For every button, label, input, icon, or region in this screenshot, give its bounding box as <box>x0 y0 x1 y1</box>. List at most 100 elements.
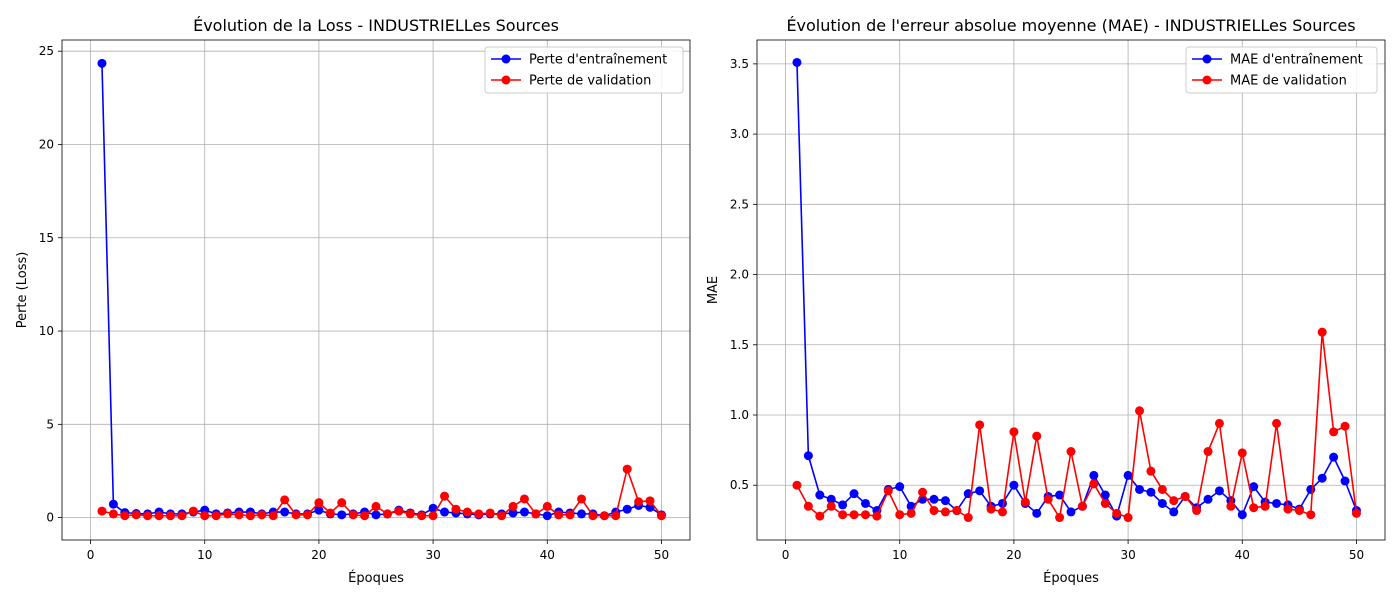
data-point <box>1123 470 1133 480</box>
data-point <box>803 501 813 511</box>
data-point <box>1283 504 1293 514</box>
x-tick-label: 0 <box>782 548 790 562</box>
data-point <box>1135 484 1145 494</box>
y-axis-label: Perte (Loss) <box>15 252 30 329</box>
data-point <box>1340 476 1350 486</box>
data-point <box>337 498 347 508</box>
y-tick-label: 0.5 <box>730 478 749 492</box>
data-point <box>577 509 587 519</box>
data-point <box>622 504 632 514</box>
x-tick-label: 40 <box>540 548 555 562</box>
data-point <box>337 510 347 520</box>
data-point <box>1272 418 1282 428</box>
data-point <box>1123 513 1133 523</box>
series-1 <box>792 57 1361 521</box>
data-point <box>120 511 130 521</box>
x-tick-label: 30 <box>425 548 440 562</box>
data-point <box>895 510 905 520</box>
data-point <box>302 510 312 520</box>
data-point <box>1055 490 1065 500</box>
data-point <box>849 489 859 499</box>
data-point <box>97 506 107 516</box>
y-tick-label: 20 <box>39 137 54 151</box>
data-point <box>417 511 427 521</box>
data-point <box>1009 480 1019 490</box>
data-point <box>371 510 381 520</box>
data-point <box>1180 491 1190 501</box>
data-point <box>223 509 233 519</box>
data-point <box>165 511 175 521</box>
chart-2: 0 10 20 30 40 50 0.5 1.0 1.5 2.0 2.5 3.0 3.5 Évolutio… <box>706 16 1386 586</box>
data-point <box>849 510 859 520</box>
data-point <box>1351 508 1361 518</box>
y-tick-label: 10 <box>39 324 54 338</box>
y-tick-label: 2.0 <box>730 268 749 282</box>
data-point <box>645 502 655 512</box>
data-point <box>474 509 484 519</box>
data-point <box>1237 510 1247 520</box>
data-point <box>1077 501 1087 511</box>
data-point <box>645 496 655 506</box>
data-point <box>792 57 802 67</box>
x-tick-label: 40 <box>1235 548 1250 562</box>
data-point <box>929 494 939 504</box>
data-point <box>382 509 392 519</box>
data-point <box>1249 503 1259 513</box>
data-point <box>815 511 825 521</box>
legend: Perte d'entraînement Perte de validation <box>484 46 684 94</box>
data-point <box>1066 507 1076 517</box>
data-point <box>1214 486 1224 496</box>
chart-title: Évolution de la Loss - INDUSTRIELLes Sou… <box>193 16 559 35</box>
y-tick-label: 1.0 <box>730 408 749 422</box>
data-point <box>929 506 939 516</box>
data-point <box>815 490 825 500</box>
y-tick-label: 5 <box>46 417 54 431</box>
data-point <box>599 511 609 521</box>
series-2 <box>792 327 1361 523</box>
data-point <box>1226 501 1236 511</box>
data-point <box>565 510 575 520</box>
x-tick-label: 20 <box>1006 548 1021 562</box>
data-point <box>108 499 118 509</box>
data-point <box>451 504 461 514</box>
data-point <box>188 506 198 516</box>
data-point <box>838 510 848 520</box>
data-point <box>1020 497 1030 507</box>
data-point <box>1169 507 1179 517</box>
data-point <box>542 501 552 511</box>
data-point <box>440 507 450 517</box>
data-point <box>1306 510 1316 520</box>
legend-label: Perte d'entraînement <box>529 53 667 68</box>
series-line <box>101 63 662 517</box>
data-point <box>211 511 221 521</box>
plot-frame <box>61 39 691 541</box>
x-tick-label: 20 <box>311 548 326 562</box>
data-point <box>1272 498 1282 508</box>
data-point <box>1329 452 1339 462</box>
data-point <box>860 510 870 520</box>
chart-1: 0 10 20 30 40 50 0 5 10 15 20 25 Évolution de la Los… <box>15 16 691 586</box>
data-point <box>542 511 552 521</box>
y-tick-label: 2.5 <box>730 197 749 211</box>
data-point <box>906 508 916 518</box>
data-point <box>257 510 267 520</box>
data-point <box>1146 466 1156 476</box>
legend-marker <box>1202 54 1212 64</box>
data-point <box>131 510 141 520</box>
legend-marker <box>501 54 511 64</box>
data-point <box>440 491 450 501</box>
data-point <box>1340 421 1350 431</box>
data-point <box>940 496 950 506</box>
x-tick-label: 50 <box>1349 548 1364 562</box>
data-point <box>268 511 278 521</box>
data-point <box>1214 418 1224 428</box>
data-point <box>918 487 928 497</box>
data-point <box>325 508 335 518</box>
data-point <box>1055 513 1065 523</box>
data-point <box>314 505 324 515</box>
data-point <box>656 511 666 521</box>
data-point <box>1329 427 1339 437</box>
data-point <box>1157 498 1167 508</box>
data-point <box>462 507 472 517</box>
